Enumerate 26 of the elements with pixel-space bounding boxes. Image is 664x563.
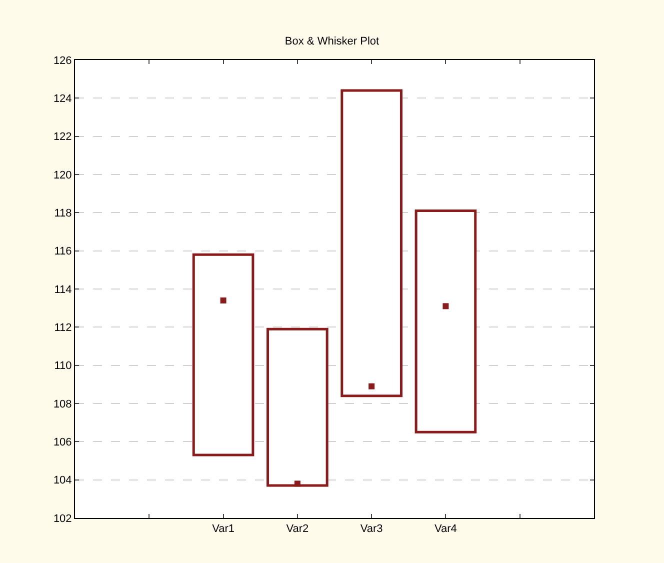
x-tick-label: Var1 bbox=[212, 523, 234, 536]
point bbox=[220, 297, 226, 304]
y-tick-label: 116 bbox=[54, 246, 72, 258]
y-tick-label: 112 bbox=[54, 322, 72, 334]
bar bbox=[192, 253, 254, 456]
y-tick-label: 114 bbox=[54, 284, 72, 296]
x-tick-label: Var3 bbox=[360, 523, 383, 536]
y-tick-label: 110 bbox=[54, 360, 72, 372]
y-tick-label: 106 bbox=[53, 436, 72, 449]
chart-title: Box & Whisker Plot bbox=[284, 35, 380, 48]
bar bbox=[266, 328, 328, 487]
y-tick-label: 102 bbox=[53, 512, 72, 525]
point bbox=[368, 383, 375, 390]
x-tick-label: Var4 bbox=[434, 523, 457, 536]
y-tick-label: 124 bbox=[53, 93, 72, 106]
y-tick-label: 118 bbox=[54, 208, 72, 220]
point bbox=[294, 480, 300, 487]
bar bbox=[414, 210, 477, 434]
bar bbox=[340, 89, 402, 398]
y-tick-label: 126 bbox=[53, 54, 72, 67]
y-tick-label: 104 bbox=[53, 474, 72, 487]
x-tick-label: Var2 bbox=[286, 523, 309, 536]
y-tick-label: 122 bbox=[53, 131, 72, 144]
point bbox=[442, 303, 449, 310]
y-tick-label: 120 bbox=[53, 169, 72, 182]
y-tick-label: 108 bbox=[53, 398, 72, 410]
